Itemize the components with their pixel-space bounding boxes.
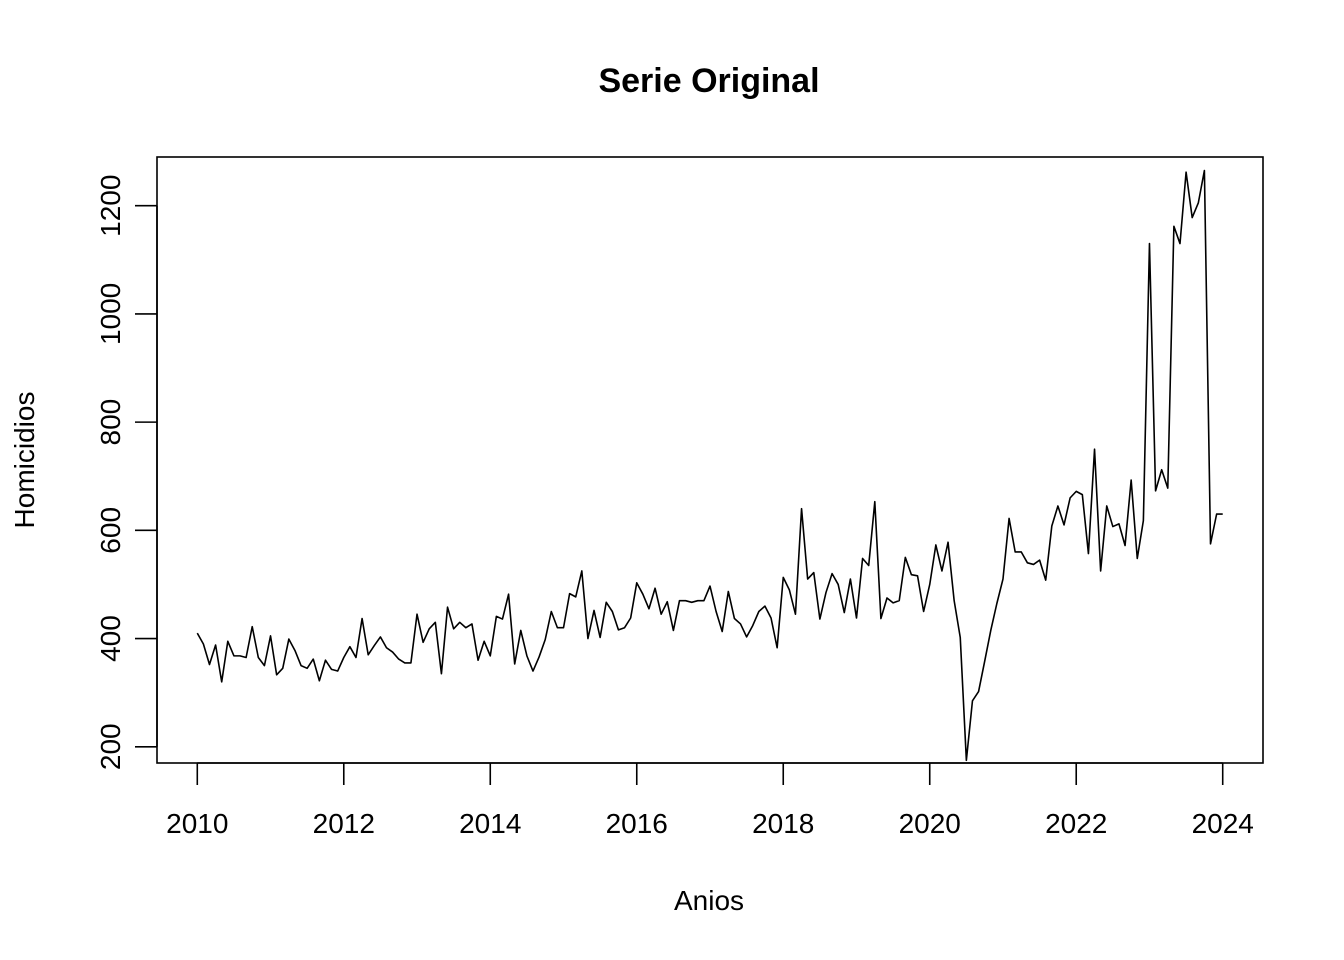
x-tick-label: 2010 [166,808,228,839]
y-tick-label: 600 [95,507,126,554]
x-tick-label: 2024 [1192,808,1254,839]
x-tick-label: 2012 [313,808,375,839]
x-tick-label: 2020 [899,808,961,839]
x-tick-label: 2018 [752,808,814,839]
y-tick-label: 1000 [95,283,126,345]
x-axis-label: Anios [674,885,744,916]
y-tick-label: 400 [95,615,126,662]
x-tick-label: 2016 [606,808,668,839]
y-tick-label: 1200 [95,175,126,237]
x-tick-label: 2014 [459,808,521,839]
y-tick-label: 200 [95,723,126,770]
plot-frame [156,156,1264,764]
y-tick-label: 800 [95,399,126,446]
y-axis: 200 400 600 800 1000 1200 [95,175,158,770]
x-tick-label: 2022 [1045,808,1107,839]
series-line-homicidios [196,169,1223,762]
y-axis-label: Homicidios [9,392,40,529]
chart-title: Serie Original [598,62,819,100]
x-axis: 2010 2012 2014 2016 2018 2020 2022 2024 [166,762,1254,839]
